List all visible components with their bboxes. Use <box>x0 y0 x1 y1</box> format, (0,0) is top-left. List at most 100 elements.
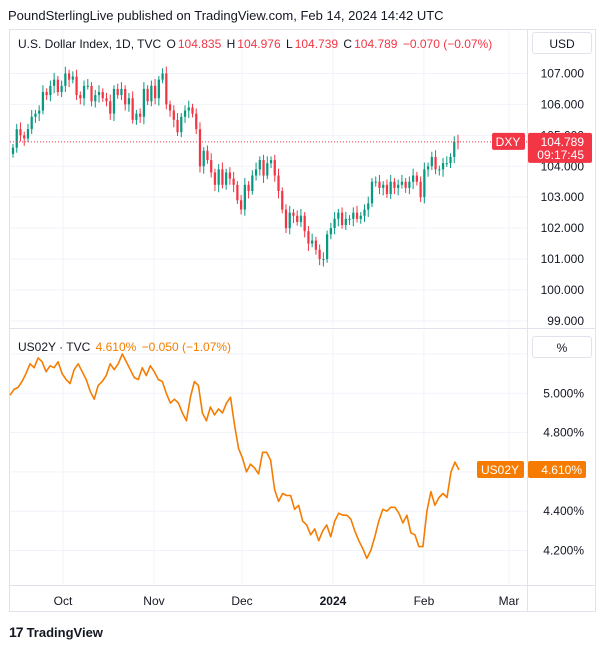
dxy-candle-body <box>217 169 220 185</box>
dxy-candle-body <box>60 85 63 93</box>
dxy-candle-body <box>262 160 265 176</box>
dxy-candle-body <box>112 88 116 114</box>
dxy-candle-body <box>11 147 15 154</box>
dxy-candle-body <box>325 234 329 260</box>
us02y-series-line <box>9 353 460 560</box>
dxy-candle-body <box>19 129 22 136</box>
us02y-value-tag-text: 4.610% <box>541 463 582 477</box>
dxy-candle-body <box>374 181 377 183</box>
dxy-candle-body <box>423 169 426 198</box>
dxy-candle-body <box>359 215 362 219</box>
dxy-candle-body <box>109 101 112 114</box>
dxy-candle-body <box>303 215 306 232</box>
dxy-y-tick-label: 100.000 <box>541 283 585 297</box>
time-axis-separator <box>9 585 596 586</box>
dxy-low-value: 104.739 <box>294 37 339 51</box>
pane-separator[interactable] <box>9 328 596 329</box>
dxy-candle-body <box>15 129 18 148</box>
dxy-y-tick-label: 106.000 <box>541 97 585 111</box>
x-tick-label: Nov <box>143 594 164 608</box>
dxy-candle-body <box>38 110 41 114</box>
us02y-legend: US02Y · TVC 4.610% −0.050 (−1.07%) <box>18 340 233 354</box>
dxy-candle-body <box>415 175 418 182</box>
dxy-candle-body <box>172 110 175 120</box>
currency-badge[interactable]: USD <box>532 32 592 54</box>
dxy-candle-body <box>116 88 119 96</box>
dxy-candle-body <box>247 184 250 191</box>
tradingview-footer[interactable]: 17 TradingView <box>9 624 103 640</box>
dxy-candle-body <box>187 107 190 111</box>
dxy-candle-body <box>322 259 325 261</box>
us02y-change: −0.050 (−1.07%) <box>141 340 232 354</box>
dxy-candle-body <box>314 240 318 250</box>
dxy-candle-body <box>45 92 48 96</box>
tradingview-logo-icon: 17 <box>9 624 24 640</box>
dxy-candle-body <box>195 113 198 130</box>
dxy-candle-body <box>30 116 33 130</box>
dxy-candle-body <box>239 200 243 210</box>
dxy-candle-body <box>124 88 127 105</box>
dxy-candle-body <box>41 92 45 111</box>
dxy-candle-body <box>419 181 422 198</box>
dxy-candle-body <box>269 160 273 164</box>
dxy-candle-body <box>236 184 239 201</box>
dxy-candle-body <box>153 85 157 99</box>
us02y-symbol-tag-text: US02Y <box>481 463 519 477</box>
dxy-candle-body <box>243 184 246 210</box>
us02y-y-tick-label: 4.400% <box>543 504 584 518</box>
dxy-candle-body <box>370 181 374 204</box>
dxy-candle-body <box>146 88 149 102</box>
percent-badge[interactable]: % <box>532 336 592 358</box>
dxy-candle-body <box>86 85 89 87</box>
dxy-candle-body <box>453 141 456 157</box>
dxy-candle-body <box>254 169 258 176</box>
price-axis-separator <box>527 29 528 612</box>
dxy-candle-body <box>56 79 59 93</box>
us02y-symbol-label: US02Y · TVC <box>18 340 91 354</box>
dxy-candle-body <box>79 95 82 99</box>
dxy-candle-body <box>198 129 202 167</box>
dxy-high-value: 104.976 <box>237 37 281 51</box>
dxy-candle-body <box>120 88 123 96</box>
dxy-candle-body <box>94 95 97 102</box>
dxy-candle-body <box>64 73 67 86</box>
dxy-candle-body <box>165 73 168 105</box>
dxy-candle-body <box>135 113 138 120</box>
dxy-candle-body <box>393 181 396 188</box>
dxy-candle-body <box>382 184 385 188</box>
dxy-candle-body <box>221 169 224 185</box>
dxy-candle-body <box>389 181 392 195</box>
dxy-candle-body <box>430 156 433 167</box>
dxy-candle-body <box>183 110 187 117</box>
dxy-candle-body <box>307 231 310 244</box>
dxy-candle-body <box>277 175 280 191</box>
dxy-candle-body <box>202 150 205 167</box>
dxy-candle-body <box>348 218 351 220</box>
dxy-candle-body <box>281 191 284 210</box>
dxy-candle-body <box>288 212 291 229</box>
us02y-y-tick-label: 5.000% <box>543 386 584 400</box>
dxy-candle-body <box>355 212 359 219</box>
dxy-candle-body <box>71 76 74 80</box>
dxy-open-value: 104.835 <box>177 37 222 51</box>
dxy-low-letter: L <box>286 37 293 51</box>
tradingview-brand: TradingView <box>26 624 103 640</box>
dxy-candle-body <box>340 212 344 226</box>
dxy-candle-body <box>191 107 194 114</box>
dxy-candle-body <box>176 119 179 133</box>
dxy-candle-body <box>284 209 288 229</box>
dxy-y-tick-label: 99.000 <box>547 314 584 328</box>
dxy-price-tag <box>528 132 592 163</box>
dxy-candle-body <box>385 184 389 195</box>
x-tick-label: 2024 <box>320 594 347 608</box>
dxy-candle-body <box>161 73 164 80</box>
dxy-y-tick-label: 103.000 <box>541 190 585 204</box>
dxy-candle-body <box>142 88 146 117</box>
dxy-candle-body <box>404 181 407 188</box>
dxy-y-tick-label: 101.000 <box>541 252 585 266</box>
dxy-close-value: 104.789 <box>354 37 398 51</box>
dxy-candle-body <box>434 156 437 170</box>
dxy-candle-body <box>23 135 26 139</box>
chart-frame <box>9 29 596 612</box>
